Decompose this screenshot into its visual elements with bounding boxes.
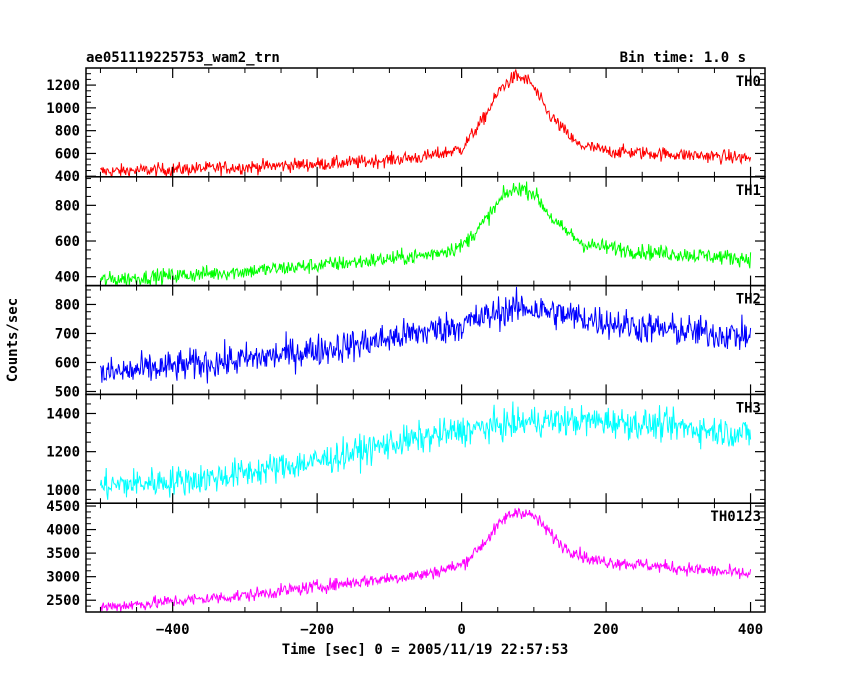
- y-tick-label: 1000: [46, 101, 80, 117]
- y-tick-label: 3000: [46, 570, 80, 586]
- y-tick-label: 3500: [46, 546, 80, 562]
- chart-title-left: ae051119225753_wam2_trn: [86, 50, 280, 66]
- panel-frame-th0: [85, 67, 766, 178]
- y-tick-label: 400: [55, 270, 80, 286]
- y-tick-label: 800: [55, 124, 80, 140]
- panel-frame-th1: [85, 176, 766, 287]
- y-tick-label: 2500: [46, 593, 80, 609]
- x-tick-label: 400: [738, 622, 763, 638]
- series-label-th0123: TH0123: [710, 509, 761, 525]
- x-axis-label: Time [sec] 0 = 2005/11/19 22:57:53: [282, 642, 569, 658]
- series-label-th3: TH3: [736, 400, 761, 416]
- y-tick-label: 1400: [46, 406, 80, 422]
- y-tick-label: 4000: [46, 523, 80, 539]
- series-label-th1: TH1: [736, 183, 761, 199]
- y-tick-label: 600: [55, 234, 80, 250]
- y-tick-label: 4500: [46, 499, 80, 515]
- y-tick-label: 600: [55, 355, 80, 371]
- series-line-th1: [99, 181, 752, 287]
- x-tick-label: 0: [457, 622, 465, 638]
- y-tick-label: 800: [55, 198, 80, 214]
- y-tick-label: 800: [55, 297, 80, 313]
- chart-title-right: Bin time: 1.0 s: [620, 50, 746, 66]
- series-label-th2: TH2: [736, 292, 761, 308]
- series-line-th3: [99, 401, 752, 500]
- x-tick-label: −200: [300, 622, 334, 638]
- panel-frame-th0123: [85, 502, 766, 613]
- series-line-th0123: [99, 507, 752, 613]
- y-tick-label: 1200: [46, 78, 80, 94]
- series-line-th2: [99, 286, 752, 384]
- y-tick-label: 600: [55, 146, 80, 162]
- y-tick-label: 400: [55, 169, 80, 185]
- y-tick-label: 1000: [46, 483, 80, 499]
- panel-frame-th2: [85, 284, 766, 396]
- series-line-th0: [100, 68, 752, 179]
- y-tick-label: 700: [55, 326, 80, 342]
- y-tick-label: 500: [55, 384, 80, 400]
- series-label-th0: TH0: [736, 74, 761, 90]
- x-tick-label: 200: [593, 622, 618, 638]
- y-axis-label: Counts/sec: [5, 298, 21, 382]
- y-tick-label: 1200: [46, 445, 80, 461]
- panels-group: 400 600 800 1000 1200 TH0 400 600 800 TH1 500 600 70…: [46, 67, 766, 638]
- x-tick-label: −400: [156, 622, 190, 638]
- panel-frame-th3: [85, 393, 766, 504]
